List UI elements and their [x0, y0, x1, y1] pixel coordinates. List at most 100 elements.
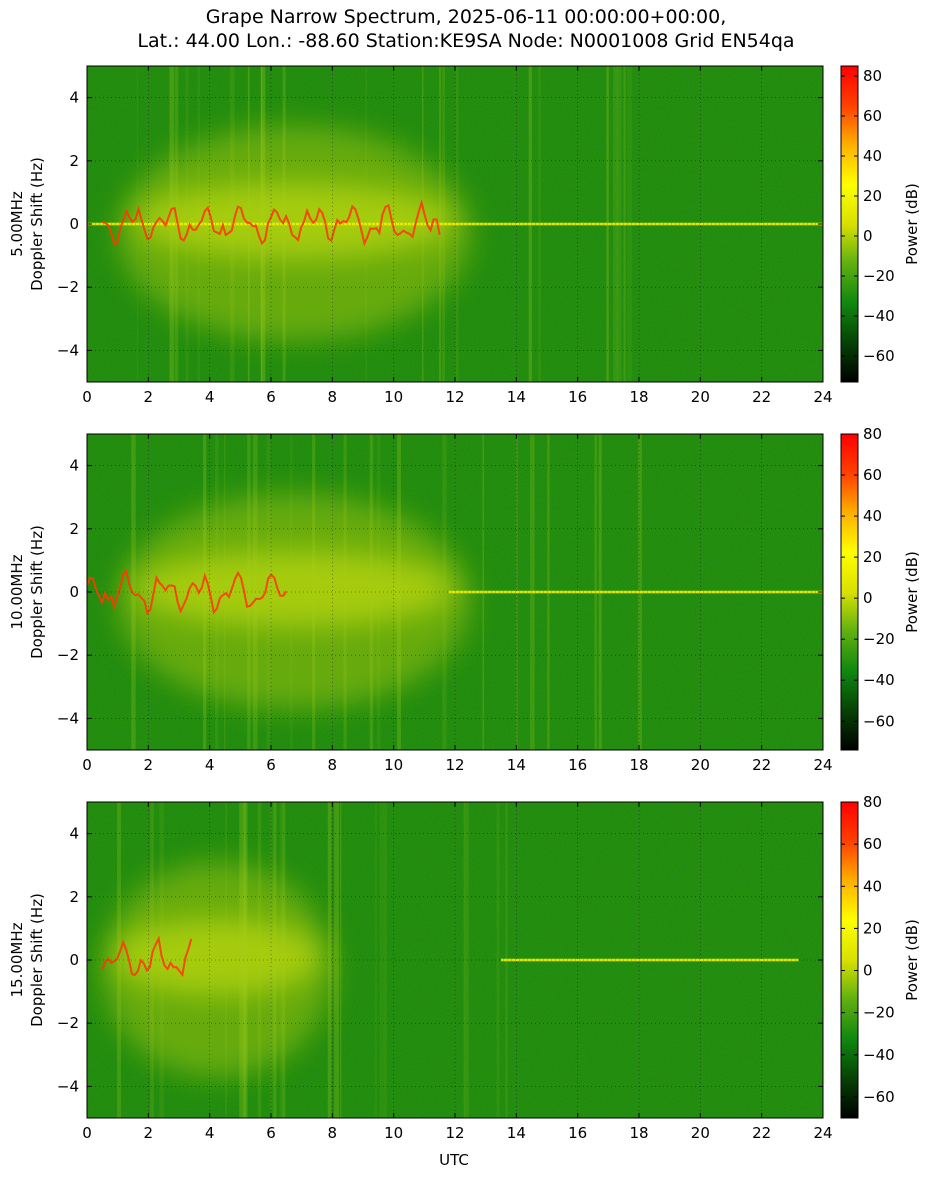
x-tick-label: 2: [144, 1124, 154, 1142]
colorbar-label: Power (dB): [903, 551, 921, 633]
x-tick-label: 6: [266, 1124, 276, 1142]
colorbar-tick-label: 80: [863, 793, 882, 811]
interference-streak: [266, 434, 271, 750]
y-tick-label: 4: [69, 825, 79, 843]
y-tick-label: 2: [69, 520, 79, 538]
grid: [87, 802, 823, 1118]
interference-streak: [442, 434, 447, 750]
x-tick-label: 20: [691, 388, 710, 406]
x-tick-label: 6: [266, 388, 276, 406]
x-tick-label: 16: [568, 388, 587, 406]
colorbar-label: Power (dB): [903, 919, 921, 1001]
y-tick-label: −2: [57, 1014, 79, 1032]
x-tick-label: 8: [328, 1124, 338, 1142]
spectrogram-image: [87, 802, 823, 1118]
y-tick-label: 2: [69, 152, 79, 170]
x-tick-label: 6: [266, 756, 276, 774]
spread-core: [133, 182, 455, 259]
interference-streak: [247, 434, 251, 750]
x-tick-label: 18: [629, 756, 648, 774]
figure-title-line-2: Lat.: 44.00 Lon.: -88.60 Station:KE9SA N…: [137, 30, 795, 52]
colorbar: [840, 65, 859, 383]
x-tick-label: 16: [568, 1124, 587, 1142]
x-tick-label: 24: [813, 756, 832, 774]
colorbar-tick-label: 20: [863, 548, 882, 566]
y-axis-label-doppler: Doppler Shift (Hz): [28, 893, 46, 1027]
interference-streak: [131, 434, 136, 750]
x-tick-label: 0: [82, 756, 92, 774]
colorbar-tick-label: 0: [863, 589, 873, 607]
y-tick-label: −4: [57, 1077, 79, 1095]
doppler-trace: [101, 198, 441, 247]
colorbar-tick-label: −60: [863, 347, 895, 365]
x-tick-label: 0: [82, 1124, 92, 1142]
x-axis-label: UTC: [439, 1151, 469, 1169]
spectrogram-image: [87, 66, 823, 382]
figure-title-line-1: Grape Narrow Spectrum, 2025-06-11 00:00:…: [205, 6, 727, 28]
colorbar-tick-label: 40: [863, 877, 882, 895]
x-tick-label: 10: [384, 1124, 403, 1142]
doppler-trace: [87, 569, 288, 616]
colorbar-tick-label: 60: [863, 107, 882, 125]
x-tick-label: 12: [445, 756, 464, 774]
doppler-trace: [101, 935, 193, 978]
colorbar-tick-label: 0: [863, 227, 873, 245]
y-tick-label: 4: [69, 457, 79, 475]
x-tick-label: 0: [82, 388, 92, 406]
colorbar-tick-label: 60: [863, 835, 882, 853]
x-tick-label: 20: [691, 756, 710, 774]
x-tick-label: 12: [445, 388, 464, 406]
y-tick-label: 2: [69, 888, 79, 906]
colorbar-tick-label: −40: [863, 1046, 895, 1064]
y-tick-label: 0: [69, 215, 79, 233]
x-tick-label: 8: [328, 388, 338, 406]
colorbar-label: Power (dB): [903, 183, 921, 265]
colorbar-tick-label: 80: [863, 425, 882, 443]
y-tick-label: −2: [57, 646, 79, 664]
colorbar-tick-label: −40: [863, 671, 895, 689]
y-tick-label: 0: [69, 951, 79, 969]
interference-streak: [334, 802, 339, 1118]
x-tick-label: 24: [813, 1124, 832, 1142]
x-tick-label: 10: [384, 388, 403, 406]
interference-streak: [242, 802, 246, 1118]
x-tick-label: 24: [813, 388, 832, 406]
interference-streak: [327, 802, 332, 1118]
interference-streak: [159, 802, 165, 1118]
x-tick-label: 2: [144, 756, 154, 774]
x-tick-label: 22: [752, 1124, 771, 1142]
grid: [87, 434, 823, 750]
spread-core: [133, 550, 455, 627]
colorbar: [840, 433, 859, 751]
spectrogram-image: [87, 434, 823, 750]
y-axis-label-frequency: 15.00MHz: [8, 922, 26, 997]
interference-streak: [382, 802, 387, 1118]
x-tick-label: 10: [384, 756, 403, 774]
colorbar-tick-label: −20: [863, 1004, 895, 1022]
colorbar-tick-label: 20: [863, 919, 882, 937]
y-axis-label-frequency: 5.00MHz: [8, 191, 26, 257]
interference-streak: [243, 802, 248, 1118]
interference-streak: [279, 802, 283, 1118]
interference-streak: [379, 802, 382, 1118]
y-tick-label: −2: [57, 278, 79, 296]
colorbar-tick-label: −20: [863, 630, 895, 648]
colorbar-tick-label: 80: [863, 67, 882, 85]
interference-streak: [343, 434, 347, 750]
interference-streak: [376, 434, 381, 750]
interference-streak: [224, 434, 226, 750]
x-tick-label: 22: [752, 756, 771, 774]
y-tick-label: −4: [57, 709, 79, 727]
interference-streak: [239, 802, 244, 1118]
colorbar-tick-label: −60: [863, 712, 895, 730]
x-tick-label: 14: [507, 1124, 526, 1142]
x-tick-label: 8: [328, 756, 338, 774]
y-tick-label: 4: [69, 89, 79, 107]
x-tick-label: 22: [752, 388, 771, 406]
interference-streak: [215, 434, 219, 750]
x-tick-label: 14: [507, 756, 526, 774]
